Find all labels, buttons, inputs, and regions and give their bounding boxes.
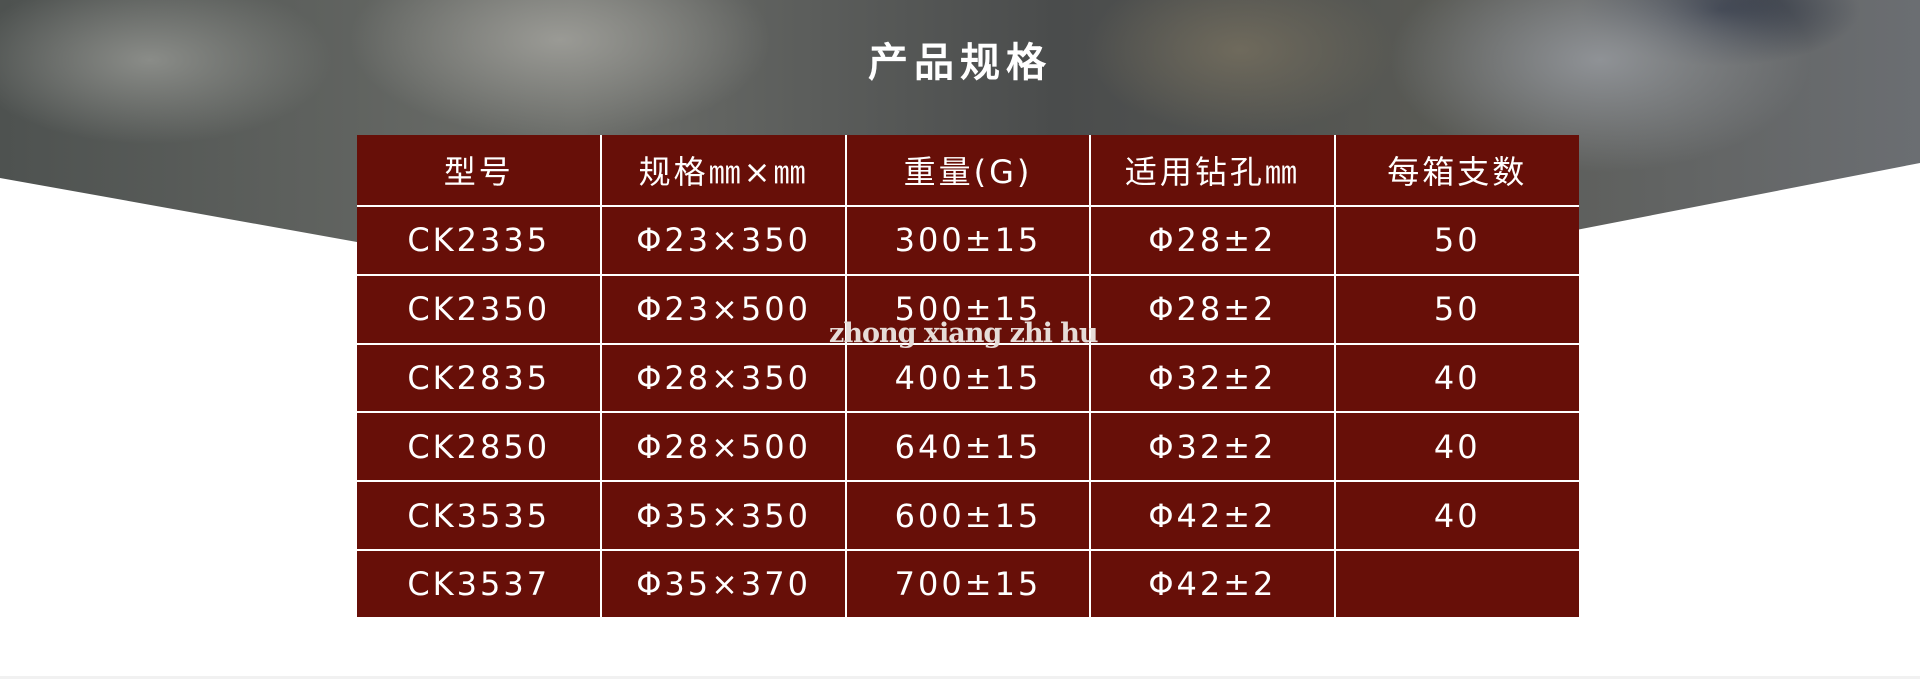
cell-drill-hole: Φ28±2 (1089, 205, 1336, 276)
cell-model: CK3537 (357, 548, 603, 617)
cell-weight: 400±15 (844, 342, 1092, 414)
cell-model: CK2335 (357, 205, 603, 276)
cell-model: CK3535 (357, 480, 603, 551)
cell-drill-hole: Φ42±2 (1089, 548, 1336, 617)
header-size: 规格㎜×㎜ (600, 135, 847, 207)
cell-weight: 500±15 (844, 273, 1092, 345)
cell-drill-hole: Φ42±2 (1089, 480, 1336, 551)
cell-weight: 300±15 (844, 205, 1092, 276)
section-title: 产品规格 (868, 40, 1052, 86)
cell-model: CK2835 (357, 342, 603, 414)
cell-size: Φ23×350 (600, 205, 847, 276)
table-row: CK2350 Φ23×500 500±15 Φ28±2 50 (357, 273, 1579, 345)
cell-per-box: 40 (1333, 480, 1579, 551)
cell-size: Φ35×370 (600, 548, 847, 617)
cell-weight: 640±15 (844, 411, 1092, 483)
table-row: CK2835 Φ28×350 400±15 Φ32±2 40 (357, 342, 1579, 414)
cell-drill-hole: Φ28±2 (1089, 273, 1336, 345)
table-row: CK3535 Φ35×350 600±15 Φ42±2 40 (357, 480, 1579, 551)
cell-size: Φ28×500 (600, 411, 847, 483)
cell-per-box (1333, 548, 1579, 617)
cell-per-box: 50 (1333, 205, 1579, 276)
cell-model: CK2350 (357, 273, 603, 345)
cell-drill-hole: Φ32±2 (1089, 342, 1336, 414)
cell-per-box: 40 (1333, 342, 1579, 414)
cell-size: Φ28×350 (600, 342, 847, 414)
cell-model: CK2850 (357, 411, 603, 483)
cell-size: Φ35×350 (600, 480, 847, 551)
cell-size: Φ23×500 (600, 273, 847, 345)
cell-per-box: 40 (1333, 411, 1579, 483)
table-row: CK2335 Φ23×350 300±15 Φ28±2 50 (357, 205, 1579, 276)
spec-table: 型号 规格㎜×㎜ 重量(G) 适用钻孔㎜ 每箱支数 CK2335 Φ23×350 3… (357, 135, 1579, 617)
header-drill-hole: 适用钻孔㎜ (1089, 135, 1336, 207)
cell-weight: 700±15 (844, 548, 1092, 617)
cell-drill-hole: Φ32±2 (1089, 411, 1336, 483)
header-model: 型号 (357, 135, 603, 207)
table-row: CK2850 Φ28×500 640±15 Φ32±2 40 (357, 411, 1579, 483)
divider (0, 676, 1920, 679)
cell-weight: 600±15 (844, 480, 1092, 551)
table-row: CK3537 Φ35×370 700±15 Φ42±2 (357, 548, 1579, 617)
table-header-row: 型号 规格㎜×㎜ 重量(G) 适用钻孔㎜ 每箱支数 (357, 135, 1579, 207)
header-weight: 重量(G) (844, 135, 1092, 207)
cell-per-box: 50 (1333, 273, 1579, 345)
header-per-box: 每箱支数 (1333, 135, 1579, 207)
watermark: zhong xiang zhi hu (829, 318, 1099, 349)
